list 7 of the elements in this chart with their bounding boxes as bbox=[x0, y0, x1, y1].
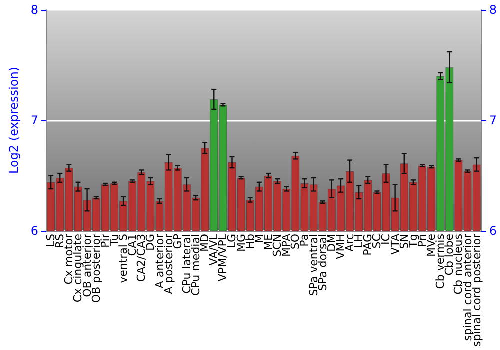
y-tick-label: 6 bbox=[30, 224, 39, 238]
y-tick-label: 7 bbox=[30, 114, 39, 128]
y2-tick-label: 6 bbox=[489, 224, 498, 238]
y-axis-title: Log2 (expression) bbox=[7, 67, 21, 174]
y2-tick-label: 7 bbox=[489, 114, 498, 128]
y-tick-label: 8 bbox=[30, 3, 39, 17]
y2-tick-label: 8 bbox=[489, 3, 498, 17]
